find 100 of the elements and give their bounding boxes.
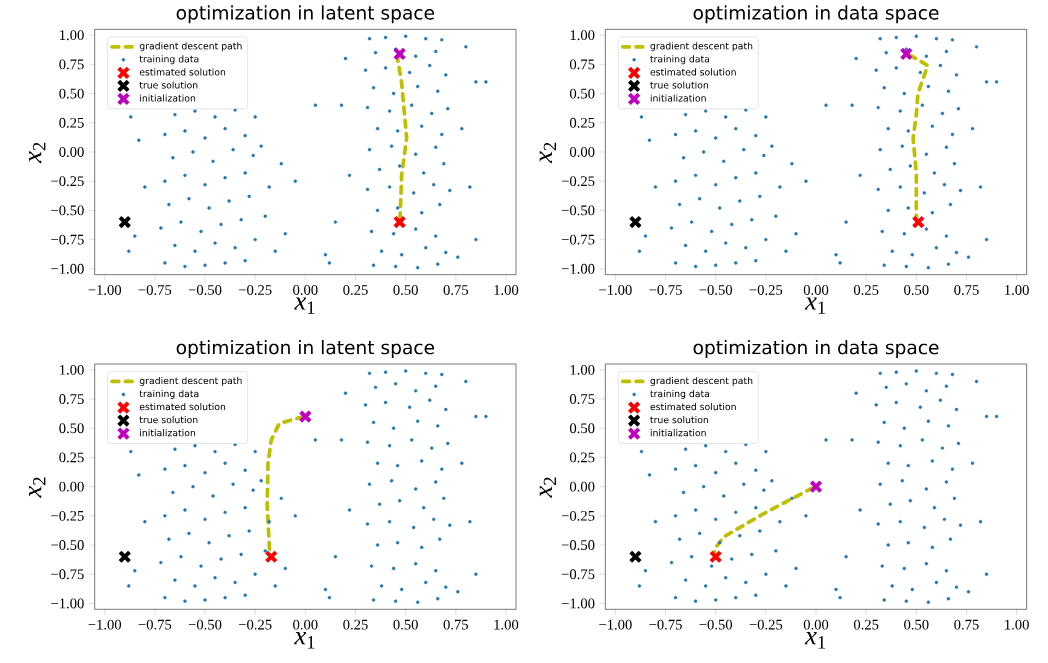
y-tick-label: −0.75 <box>561 569 595 580</box>
line-series <box>907 53 930 220</box>
legend-label: gradient descent path <box>650 377 753 387</box>
x-tick-label: −0.75 <box>649 619 682 630</box>
x-tick-label: 0.50 <box>904 619 929 630</box>
legend-label: true solution <box>650 81 709 89</box>
legend-label: estimated solution <box>139 403 226 411</box>
y-axis-title: x$_{2}$ <box>539 477 557 499</box>
y-tick-label: 0.25 <box>569 118 595 128</box>
x-tick-label: 0.00 <box>803 285 829 296</box>
y-tick-label: −0.25 <box>51 176 84 187</box>
x-tick-label: −0.50 <box>188 619 222 630</box>
y-tick-label: −0.50 <box>561 205 595 216</box>
y-tick-label: 0.00 <box>569 481 595 492</box>
legend-label: initialization <box>140 94 196 102</box>
legend-label: gradient descent path <box>139 377 242 387</box>
x-axis-title: x$_{1}$ <box>294 632 315 649</box>
legend-label: training data <box>139 55 199 65</box>
legend-label: estimated solution <box>650 403 736 411</box>
x-tick-label: −0.75 <box>138 285 172 296</box>
y-tick-label: 0.75 <box>59 59 84 70</box>
x-tick-label: 0.25 <box>343 619 368 630</box>
y-tick-label: 0.00 <box>59 147 84 158</box>
chart-title: optimization in latent space <box>176 340 435 359</box>
x-tick-label: −0.75 <box>138 619 172 630</box>
y-tick-label: −0.75 <box>561 234 595 245</box>
legend-label: initialization <box>650 94 706 102</box>
y-tick-label: 1.00 <box>570 30 595 41</box>
y-axis-title: x$_{2}$ <box>29 142 46 164</box>
x-tick-label: 0.50 <box>393 285 418 296</box>
line-series <box>712 486 815 555</box>
y-tick-label: 0.25 <box>569 452 595 463</box>
chart-title: optimization in data space <box>693 340 939 359</box>
y-tick-label: 1.00 <box>60 365 84 375</box>
y-tick-label: 0.50 <box>569 423 595 434</box>
x-tick-label: −1.00 <box>88 619 122 630</box>
legend-label: estimated solution <box>650 68 736 76</box>
y-tick-label: 0.50 <box>59 88 84 99</box>
x-tick-label: 0.75 <box>443 619 469 630</box>
x-tick-label: 0.00 <box>293 619 318 630</box>
y-tick-label: −0.75 <box>51 569 84 580</box>
x-tick-label: −1.00 <box>599 619 632 630</box>
x-tick-label: 0.50 <box>904 285 929 296</box>
x-tick-label: −0.50 <box>188 285 222 296</box>
legend-label: gradient descent path <box>139 42 242 52</box>
x-tick-label: −0.50 <box>699 619 733 630</box>
x-tick-label: −0.25 <box>239 285 272 296</box>
x-axis-title: x$_{1}$ <box>804 297 826 314</box>
x-tick-label: −1.00 <box>599 285 632 296</box>
chart-title: optimization in latent space <box>176 5 435 24</box>
y-tick-label: 0.00 <box>569 147 595 158</box>
y-tick-label: 1.00 <box>570 365 595 375</box>
x-axis-title: x$_{1}$ <box>294 297 315 314</box>
legend-label: true solution <box>139 81 198 89</box>
x-tick-label: 0.75 <box>443 285 469 296</box>
y-axis-title: x$_{2}$ <box>539 142 557 164</box>
legend-label: estimated solution <box>139 68 226 76</box>
y-tick-label: −0.25 <box>561 511 595 521</box>
y-tick-label: −0.25 <box>561 176 595 187</box>
y-tick-label: 0.75 <box>569 394 595 405</box>
y-tick-label: 0.75 <box>569 59 595 70</box>
y-tick-label: 0.25 <box>59 452 84 463</box>
y-tick-label: 0.75 <box>59 394 84 405</box>
x-tick-label: −0.50 <box>699 285 733 296</box>
x-tick-label: 0.25 <box>343 285 368 296</box>
y-tick-label: −1.00 <box>561 598 595 609</box>
y-tick-label: −1.00 <box>561 264 595 274</box>
legend-label: initialization <box>650 429 706 437</box>
x-tick-label: 1.00 <box>494 285 519 296</box>
y-tick-label: −0.50 <box>561 540 595 551</box>
y-tick-label: 0.50 <box>59 423 84 434</box>
x-tick-label: 0.00 <box>803 619 829 630</box>
y-axis-title: x$_{2}$ <box>29 477 46 499</box>
x-tick-label: −0.75 <box>649 285 682 296</box>
y-tick-label: −0.75 <box>51 234 84 245</box>
y-tick-label: −1.00 <box>51 598 84 609</box>
x-tick-label: 0.25 <box>853 619 879 630</box>
x-tick-label: −1.00 <box>88 285 122 296</box>
y-tick-label: −0.50 <box>51 205 84 216</box>
x-tick-label: 0.75 <box>954 285 979 296</box>
y-tick-label: 0.25 <box>59 118 84 128</box>
x-axis-title: x$_{1}$ <box>804 632 826 649</box>
legend-label: true solution <box>139 416 198 424</box>
y-tick-label: 1.00 <box>60 30 84 41</box>
legend-label: training data <box>139 390 199 400</box>
y-tick-label: −0.50 <box>51 540 84 551</box>
legend-label: initialization <box>140 429 196 437</box>
x-tick-label: 0.50 <box>393 619 418 630</box>
chart-title: optimization in data space <box>693 5 939 24</box>
x-tick-label: −0.25 <box>239 619 272 630</box>
y-tick-label: −0.25 <box>51 511 84 521</box>
x-tick-label: 0.75 <box>954 619 979 630</box>
x-tick-label: 0.25 <box>853 285 879 296</box>
x-tick-label: −0.25 <box>749 619 783 630</box>
y-tick-label: −1.00 <box>51 264 84 274</box>
x-tick-label: 1.00 <box>494 619 519 630</box>
x-tick-label: −0.25 <box>749 285 783 296</box>
y-tick-label: 0.50 <box>569 88 595 99</box>
legend-label: training data <box>650 390 710 400</box>
x-tick-label: 1.00 <box>1005 285 1029 296</box>
